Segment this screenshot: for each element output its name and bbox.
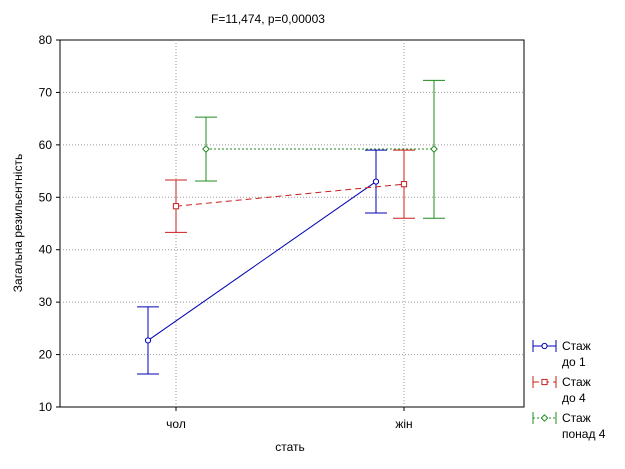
y-tick-label: 40	[39, 243, 53, 257]
x-tick-label: чол	[166, 417, 186, 431]
legend-label: Стаж	[562, 411, 591, 425]
chart-title: F=11,474, p=0,00003	[211, 12, 325, 26]
series-1	[137, 149, 387, 375]
data-point	[400, 181, 408, 188]
legend: Стаж до 1 Стаж до 4 Стаж понад 4	[532, 339, 606, 441]
series-line	[175, 183, 405, 207]
legend-label: до 4	[562, 391, 586, 405]
y-tick-label: 70	[39, 85, 53, 99]
data-point	[202, 145, 210, 153]
y-tick-label: 30	[39, 295, 53, 309]
y-tick-label: 20	[39, 348, 53, 362]
legend-item-2: Стаж до 4	[532, 375, 591, 405]
legend-label: Стаж	[562, 339, 591, 353]
data-point	[172, 203, 180, 210]
x-axis-label: стать	[275, 440, 305, 454]
legend-marker	[540, 414, 549, 422]
data-point	[144, 337, 152, 344]
y-axis-ticks: 10 20 30 40 50 60 70 80	[39, 33, 60, 414]
legend-marker	[541, 378, 548, 386]
data-point	[372, 178, 380, 185]
y-axis-label: Загальна резильєнтність	[11, 154, 25, 292]
legend-label: до 1	[562, 355, 586, 369]
legend-marker	[541, 342, 548, 350]
data-point	[430, 145, 438, 153]
series-line	[147, 181, 377, 341]
plot-area	[59, 39, 525, 408]
x-tick-label: жін	[395, 417, 412, 431]
legend-label: Стаж	[562, 375, 591, 389]
legend-label: понад 4	[562, 427, 606, 441]
y-tick-label: 60	[39, 138, 53, 152]
series-group	[137, 79, 445, 375]
series-2	[165, 149, 415, 233]
series-3	[195, 79, 445, 219]
y-tick-label: 80	[39, 33, 53, 47]
legend-item-1: Стаж до 1	[532, 339, 591, 369]
legend-item-3: Стаж понад 4	[532, 411, 606, 441]
y-tick-label: 50	[39, 190, 53, 204]
y-tick-label: 10	[39, 400, 53, 414]
x-axis-ticks: чол жін	[166, 407, 413, 431]
